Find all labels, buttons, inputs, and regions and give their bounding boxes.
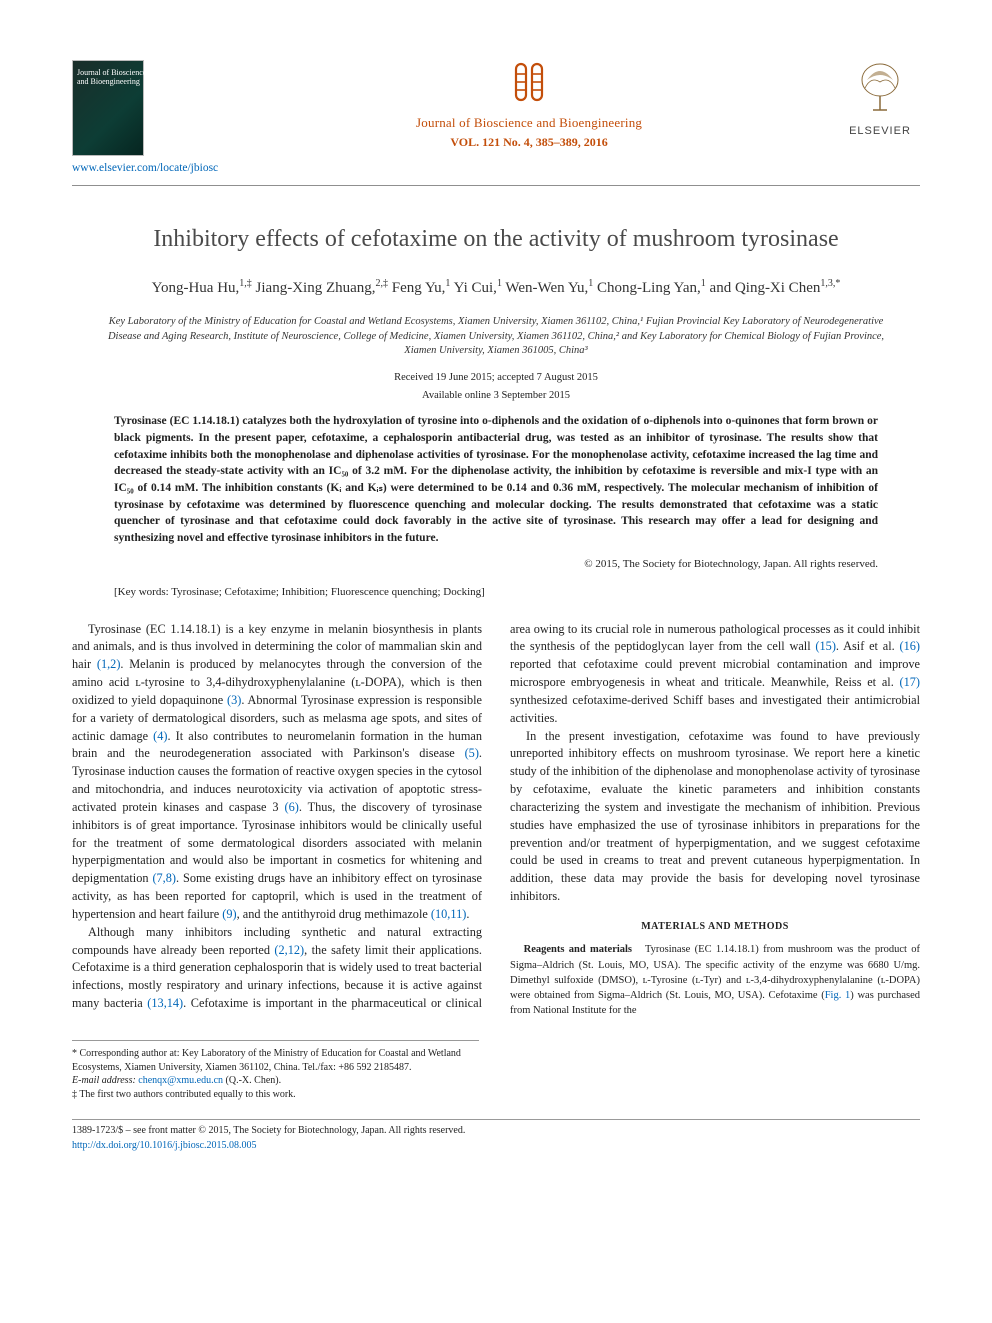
ref-1-2[interactable]: (1,2) bbox=[97, 657, 121, 671]
ref-3[interactable]: (3) bbox=[227, 693, 241, 707]
volume-line: VOL. 121 No. 4, 385–389, 2016 bbox=[218, 134, 840, 151]
ref-16[interactable]: (16) bbox=[900, 639, 921, 653]
ref-15[interactable]: (15) bbox=[815, 639, 836, 653]
journal-logo-icon bbox=[508, 60, 550, 108]
elsevier-tree-icon bbox=[851, 106, 909, 121]
footer-rule bbox=[72, 1119, 920, 1120]
ref-9[interactable]: (9) bbox=[222, 907, 236, 921]
publisher-block: ELSEVIER bbox=[840, 60, 920, 140]
journal-thumb-text: Journal of Bioscience and Bioengineering bbox=[77, 69, 147, 87]
body-columns: Tyrosinase (EC 1.14.18.1) is a key enzym… bbox=[72, 621, 920, 1019]
ref-5[interactable]: (5) bbox=[465, 746, 479, 760]
journal-cover-thumb: Journal of Bioscience and Bioengineering bbox=[72, 60, 144, 156]
email-line: E-mail address: chenqx@xmu.edu.cn (Q.-X.… bbox=[72, 1074, 479, 1088]
doi-link[interactable]: http://dx.doi.org/10.1016/j.jbiosc.2015.… bbox=[72, 1140, 257, 1151]
ref-7-8[interactable]: (7,8) bbox=[152, 871, 176, 885]
locate-link[interactable]: www.elsevier.com/locate/jbiosc bbox=[72, 160, 218, 177]
copyright-line: © 2015, The Society for Biotechnology, J… bbox=[72, 557, 878, 573]
ref-6[interactable]: (6) bbox=[285, 800, 299, 814]
page-header: Journal of Bioscience and Bioengineering… bbox=[72, 60, 920, 177]
body-para-3: In the present investigation, cefotaxime… bbox=[510, 728, 920, 906]
ref-17[interactable]: (17) bbox=[900, 675, 921, 689]
issn-line: 1389-1723/$ – see front matter © 2015, T… bbox=[72, 1124, 920, 1139]
corresponding-author: * Corresponding author at: Key Laborator… bbox=[72, 1047, 479, 1074]
fig-1-ref[interactable]: Fig. 1 bbox=[825, 990, 851, 1001]
header-rule bbox=[72, 185, 920, 186]
ref-4[interactable]: (4) bbox=[153, 729, 167, 743]
footnotes: * Corresponding author at: Key Laborator… bbox=[72, 1040, 479, 1101]
body-para-1: Tyrosinase (EC 1.14.18.1) is a key enzym… bbox=[72, 621, 482, 924]
abstract: Tyrosinase (EC 1.14.18.1) catalyzes both… bbox=[114, 413, 878, 546]
journal-masthead: Journal of Bioscience and Bioengineering… bbox=[218, 60, 840, 151]
journal-name: Journal of Bioscience and Bioengineering bbox=[218, 114, 840, 133]
ref-2-12[interactable]: (2,12) bbox=[274, 943, 304, 957]
email-link[interactable]: chenqx@xmu.edu.cn bbox=[138, 1075, 223, 1086]
materials-methods-para: Reagents and materials Tyrosinase (EC 1.… bbox=[510, 942, 920, 1018]
materials-methods-heading: MATERIALS AND METHODS bbox=[510, 920, 920, 935]
date-online: Available online 3 September 2015 bbox=[72, 388, 920, 403]
mm-subhead: Reagents and materials bbox=[524, 944, 632, 955]
affiliations: Key Laboratory of the Ministry of Educat… bbox=[98, 315, 894, 358]
date-received: Received 19 June 2015; accepted 7 August… bbox=[72, 370, 920, 385]
publisher-name: ELSEVIER bbox=[840, 124, 920, 140]
journal-thumb-block: Journal of Bioscience and Bioengineering… bbox=[72, 60, 218, 177]
equal-contribution: ‡ The first two authors contributed equa… bbox=[72, 1088, 479, 1102]
ref-10-11[interactable]: (10,11) bbox=[431, 907, 466, 921]
ref-13-14[interactable]: (13,14) bbox=[147, 996, 183, 1010]
keywords: [Key words: Tyrosinase; Cefotaxime; Inhi… bbox=[114, 585, 878, 601]
author-list: Yong-Hua Hu,1,‡ Jiang-Xing Zhuang,2,‡ Fe… bbox=[72, 277, 920, 300]
article-title: Inhibitory effects of cefotaxime on the … bbox=[72, 222, 920, 257]
